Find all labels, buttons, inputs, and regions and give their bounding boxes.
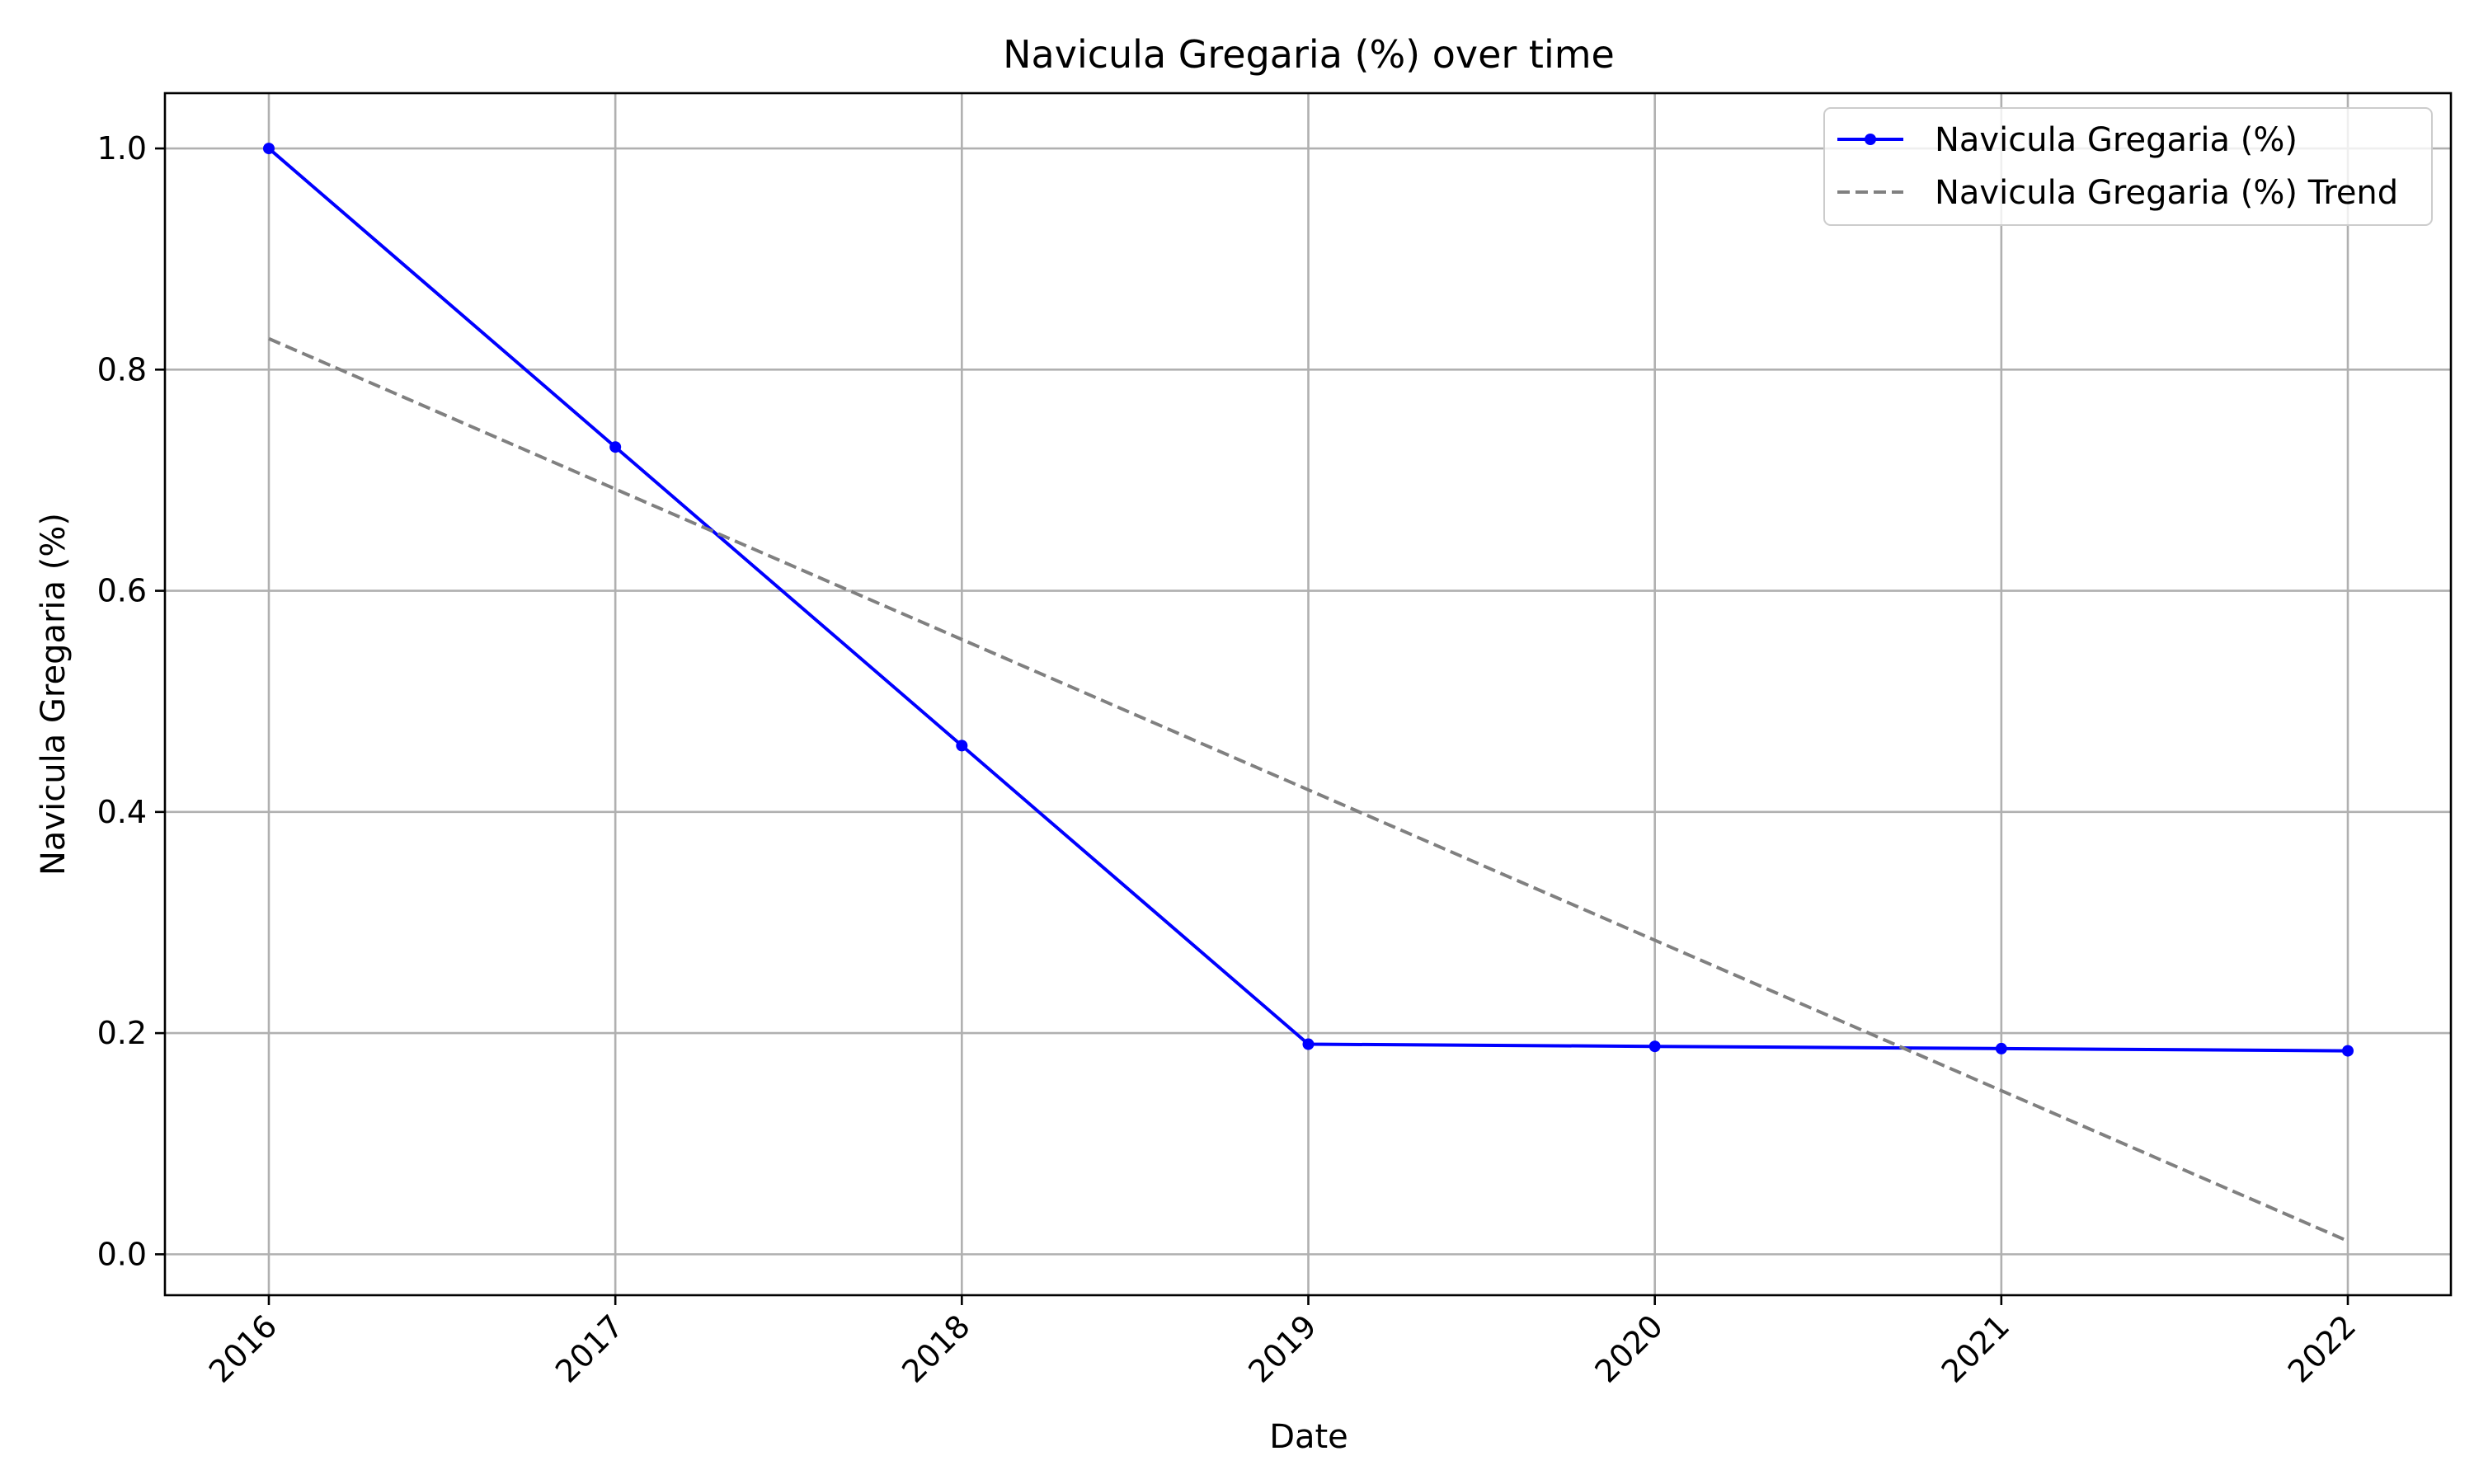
series-lines <box>263 143 2354 1243</box>
legend-label-series-1: Navicula Gregaria (%) <box>1935 121 2298 159</box>
chart-title: Navicula Gregaria (%) over time <box>1003 32 1615 77</box>
y-tick-label: 0.6 <box>97 573 147 609</box>
grid-lines <box>165 93 2451 1295</box>
legend: Navicula Gregaria (%) Navicula Gregaria … <box>1823 107 2433 226</box>
legend-marker-series-1 <box>1865 134 1876 145</box>
data-point <box>263 143 275 155</box>
trend-line <box>268 336 2349 1243</box>
y-axis-label: Navicula Gregaria (%) <box>35 513 73 876</box>
legend-label-series-2: Navicula Gregaria (%) Trend <box>1935 174 2398 212</box>
y-tick-label: 0.4 <box>97 794 147 830</box>
data-point <box>609 441 622 453</box>
data-point <box>956 740 968 752</box>
y-tick-label: 0.8 <box>97 351 147 387</box>
y-tick-label: 1.0 <box>97 130 147 167</box>
y-tick-label: 0.0 <box>97 1236 147 1272</box>
data-point <box>1302 1038 1315 1050</box>
data-point <box>1995 1042 2007 1054</box>
x-axis-label: Date <box>1269 1418 1348 1456</box>
data-point <box>1649 1040 1661 1053</box>
legend-box <box>1823 107 2433 226</box>
y-tick-label: 0.2 <box>97 1015 147 1051</box>
data-point <box>2342 1045 2354 1057</box>
